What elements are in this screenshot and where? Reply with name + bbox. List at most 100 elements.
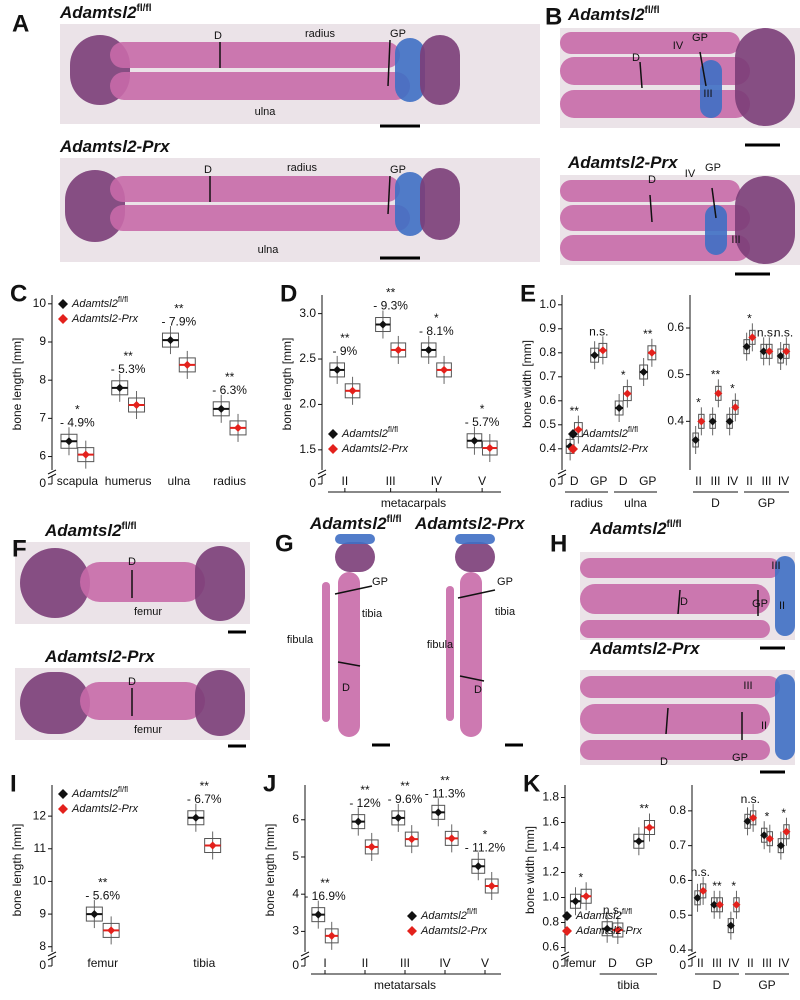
median-point [367, 842, 376, 851]
median-point [234, 423, 243, 432]
y-tick-label: 1.0 [539, 297, 556, 311]
significance-label: ** [570, 404, 580, 418]
photo-label: III [771, 560, 780, 572]
x-tick-label: humerus [105, 474, 152, 488]
significance-label: * [781, 806, 786, 820]
bone [335, 534, 375, 544]
bone [580, 584, 770, 614]
measurement-line [457, 589, 496, 599]
median-point [487, 882, 496, 890]
median-point [132, 401, 141, 409]
median-point [782, 347, 791, 356]
group-label: D [711, 496, 720, 510]
y-tick-label: 1.5 [299, 442, 316, 456]
significance-label: ** [386, 286, 396, 300]
bone [420, 35, 460, 105]
significance-label: ** [123, 349, 133, 363]
median-point [623, 389, 632, 398]
median-point [697, 417, 706, 426]
significance-label: - 9% [333, 344, 358, 358]
x-tick-label: femur [87, 956, 118, 970]
photo-label: D [214, 30, 222, 42]
significance-label: ** [98, 875, 108, 889]
y-tick-label: 0.5 [539, 417, 556, 431]
significance-label: * [75, 402, 80, 416]
group-label: radius [570, 496, 603, 510]
median-point [765, 834, 774, 843]
x-tick-label: III [761, 474, 771, 488]
median-point [742, 342, 751, 351]
y-tick-label: 1.8 [542, 790, 559, 804]
legend-label: Adamtsl2fl/fl [581, 425, 638, 440]
y-tick-label: 0.7 [539, 369, 556, 383]
median-point [759, 347, 768, 356]
y-axis-label: bone length [mm] [280, 338, 294, 431]
y-tick-label: 8 [39, 939, 46, 953]
median-point [590, 351, 599, 360]
median-point [485, 444, 494, 453]
legend-superscript: fl/fl [628, 425, 638, 434]
y-tick-label: 0 [309, 476, 316, 490]
x-tick-label: IV [727, 474, 738, 488]
median-point [760, 831, 769, 840]
bone [775, 674, 795, 760]
measurement-line [639, 61, 643, 89]
y-tick-label: 0.7 [669, 838, 686, 852]
y-tick-label: 1.2 [542, 865, 559, 879]
legend-label: Adamtsl2fl/fl [71, 295, 128, 310]
bone [395, 172, 425, 236]
x-tick-label: III [712, 956, 722, 970]
photo-label: IV [673, 40, 684, 52]
y-tick-label: 0.6 [542, 940, 559, 954]
x-tick-label: femur [565, 956, 596, 970]
y-tick-label: 0.4 [669, 942, 686, 956]
bone [110, 176, 400, 202]
x-tick-label: III [400, 956, 410, 970]
y-tick-label: 0.5 [669, 907, 686, 921]
panel-letter: B [545, 3, 562, 30]
photo-label: D [342, 682, 350, 694]
x-tick-label: ulna [168, 474, 191, 488]
axis-break [47, 469, 57, 475]
median-point [603, 924, 612, 933]
x-tick-label: V [478, 474, 486, 488]
significance-label: * [480, 402, 485, 416]
y-tick-label: 9 [39, 906, 46, 920]
genotype-label: Adamtsl2fl/fl [59, 3, 152, 22]
significance-label: - 11.3% [425, 786, 466, 800]
median-point [634, 837, 643, 846]
median-point [333, 365, 342, 374]
median-point [354, 817, 363, 826]
significance-label: - 5.7% [465, 415, 500, 429]
x-tick-label: GP [590, 474, 607, 488]
legend-name: Adamtsl2 [420, 910, 467, 922]
median-point [725, 417, 734, 426]
measurement-line [459, 675, 485, 682]
legend-marker [328, 444, 338, 454]
bone [80, 682, 205, 720]
significance-label: - 8.1% [419, 324, 454, 338]
y-tick-label: 3.0 [299, 306, 316, 320]
significance-label: - 7.9% [162, 314, 197, 328]
median-point [115, 383, 124, 392]
legend-label: Adamtsl2fl/fl [71, 785, 128, 800]
significance-label: - 5.3% [111, 362, 146, 376]
genotype-label: Adamtsl2fl/fl [44, 521, 137, 540]
x-tick-label: II [695, 474, 702, 488]
bone [110, 72, 410, 100]
genotype-superscript: fl/fl [667, 519, 682, 530]
measurement-line [387, 39, 391, 87]
y-tick-label: 0.6 [539, 393, 556, 407]
x-tick-label: D [619, 474, 628, 488]
panel-letter: K [523, 770, 541, 797]
significance-label: ** [320, 876, 330, 890]
bone [580, 704, 770, 734]
bone [20, 548, 90, 618]
legend-label: Adamtsl2-Prx [341, 443, 409, 455]
bone [700, 60, 722, 118]
significance-label: - 11.2% [465, 840, 506, 854]
axis-break [560, 951, 570, 957]
genotype-label: Adamtsl2fl/fl [309, 514, 402, 533]
axis-break [317, 469, 327, 475]
median-point [447, 834, 456, 843]
